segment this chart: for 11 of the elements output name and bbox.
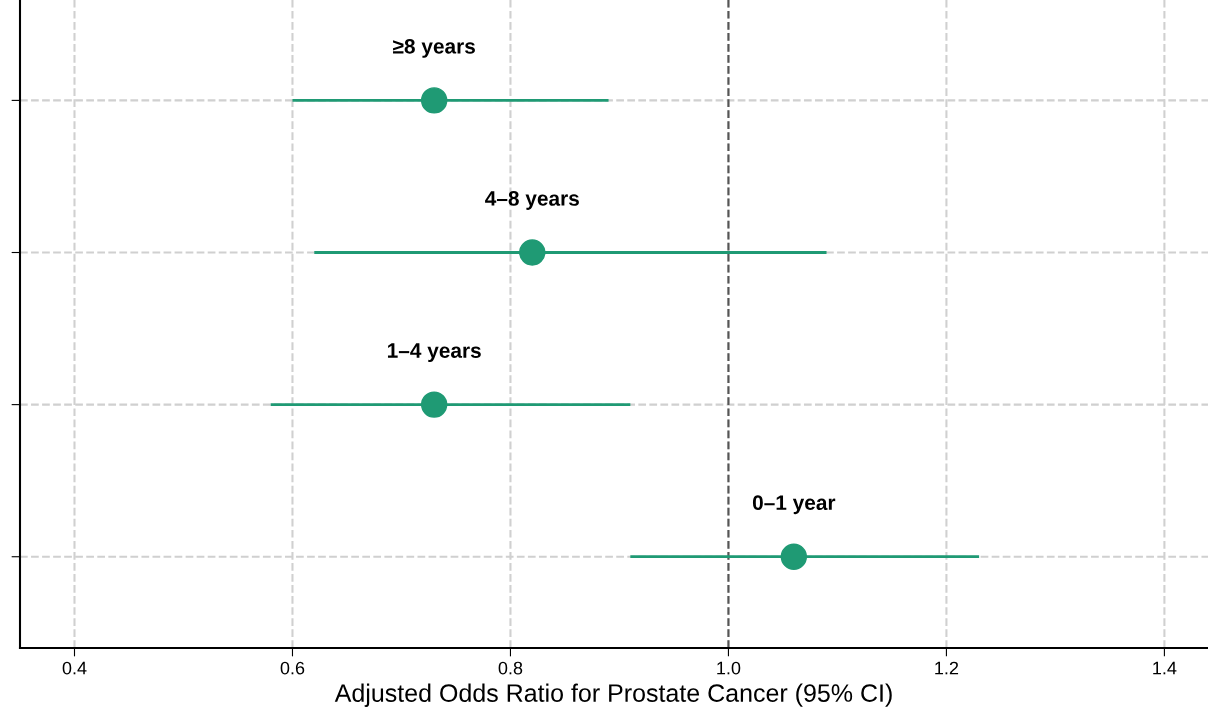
x-tick-label: 1.2 [935,661,959,675]
y-tick-label: 4–8 years [485,191,579,210]
x-tick-label: 1.4 [1153,661,1177,675]
x-tick-label: 1.0 [717,661,741,675]
y-tick-label: ≥8 years [393,38,475,58]
x-tick-label: 0.8 [498,661,523,675]
x-axis-title: Adjusted Odds Ratio for Prostate Cancer (95% CI) [334,683,892,707]
y-tick-label: 1–4 years [387,343,481,363]
y-tick-label: 0–1 year [752,495,836,515]
x-tick-label: 0.4 [62,661,87,675]
x-tick-label: 0.6 [280,661,305,675]
